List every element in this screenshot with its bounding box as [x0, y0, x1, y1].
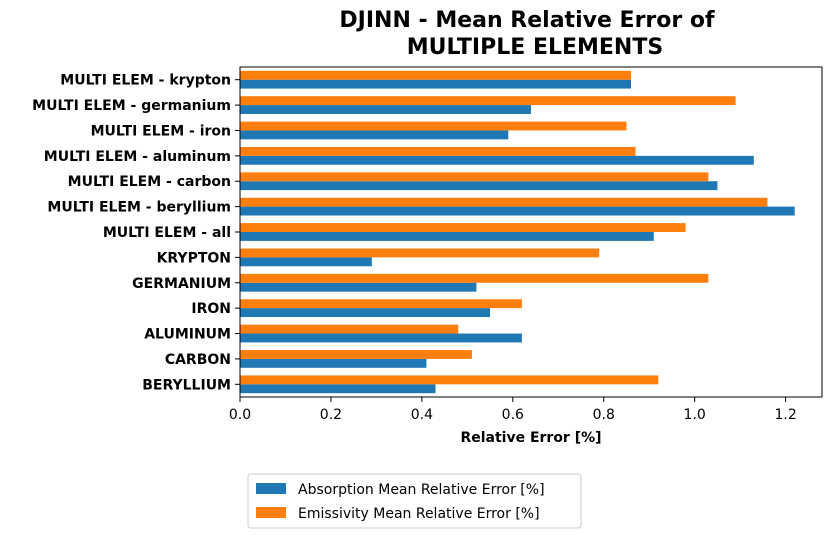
y-tick-label-7: MULTI ELEM - beryllium	[47, 200, 231, 216]
bar-emissivity-10	[240, 121, 627, 131]
x-axis-ticks: 0.0 0.2 0.4 0.6 0.8 1.0 1.2	[229, 397, 797, 423]
y-tick-label-8: MULTI ELEM - carbon	[68, 174, 231, 190]
bar-absorption-0	[240, 384, 436, 394]
bar-emissivity-5	[240, 248, 600, 258]
y-tick-label-2: ALUMINUM	[144, 327, 231, 343]
bar-emissivity-7	[240, 197, 768, 207]
y-tick-label-6: MULTI ELEM - all	[103, 225, 231, 241]
plot-area-frame	[239, 66, 823, 398]
bar-emissivity-0	[240, 375, 659, 385]
x-tick-label-6: 1.2	[774, 407, 796, 423]
bar-emissivity-3	[240, 299, 522, 309]
y-axis-ticks: BERYLLIUM CARBON ALUMINUM IRON GERMANIUM KRYP…	[32, 73, 240, 393]
x-tick-label-2: 0.4	[411, 407, 433, 423]
y-tick-label-3: IRON	[191, 301, 231, 317]
x-tick-label-4: 0.8	[593, 407, 615, 423]
chart-title-line-1: DJINN - Mean Relative Error of	[339, 8, 715, 33]
bar-absorption-5	[240, 257, 372, 267]
x-tick-label-1: 0.2	[320, 407, 342, 423]
y-tick-label-5: KRYPTON	[157, 250, 231, 266]
y-tick-label-9: MULTI ELEM - aluminum	[44, 149, 231, 165]
y-tick-label-1: CARBON	[165, 352, 231, 368]
bar-absorption-11	[240, 105, 531, 114]
bar-emissivity-11	[240, 96, 736, 106]
y-tick-label-12: MULTI ELEM - krypton	[60, 73, 231, 89]
legend-frame	[247, 473, 582, 529]
bar-absorption-9	[240, 155, 754, 165]
x-tick-label-3: 0.6	[502, 407, 524, 423]
x-axis-label: Relative Error [%]	[460, 430, 601, 446]
y-tick-label-4: GERMANIUM	[132, 276, 231, 292]
legend-swatch-emissivity	[256, 507, 286, 518]
bar-absorption-12	[240, 79, 632, 89]
legend-label-absorption: Absorption Mean Relative Error [%]	[298, 482, 545, 498]
y-tick-label-0: BERYLLIUM	[142, 377, 231, 393]
y-tick-label-11: MULTI ELEM - germanium	[32, 98, 231, 114]
chart-title-line-2: MULTIPLE ELEMENTS	[407, 35, 663, 60]
bar-absorption-2	[240, 333, 522, 343]
bar-emissivity-2	[240, 324, 459, 334]
x-tick-label-0: 0.0	[229, 407, 251, 423]
x-tick-label-5: 1.0	[684, 407, 706, 423]
bar-emissivity-6	[240, 223, 686, 232]
bar-absorption-3	[240, 308, 491, 318]
legend-swatch-absorption	[256, 483, 286, 494]
bar-absorption-1	[240, 358, 427, 368]
bar-emissivity-12	[240, 70, 632, 80]
bar-emissivity-8	[240, 172, 709, 182]
bar-emissivity-9	[240, 146, 636, 156]
bars-group	[240, 70, 795, 394]
bar-absorption-4	[240, 282, 477, 292]
y-tick-label-10: MULTI ELEM - iron	[91, 123, 231, 139]
legend-label-emissivity: Emissivity Mean Relative Error [%]	[298, 506, 540, 522]
bar-absorption-7	[240, 206, 795, 216]
bar-absorption-6	[240, 232, 654, 241]
bar-emissivity-4	[240, 273, 709, 283]
legend: Absorption Mean Relative Error [%] Emiss…	[247, 473, 582, 529]
bar-absorption-10	[240, 130, 509, 140]
bar-absorption-8	[240, 181, 718, 191]
bar-emissivity-1	[240, 350, 472, 359]
